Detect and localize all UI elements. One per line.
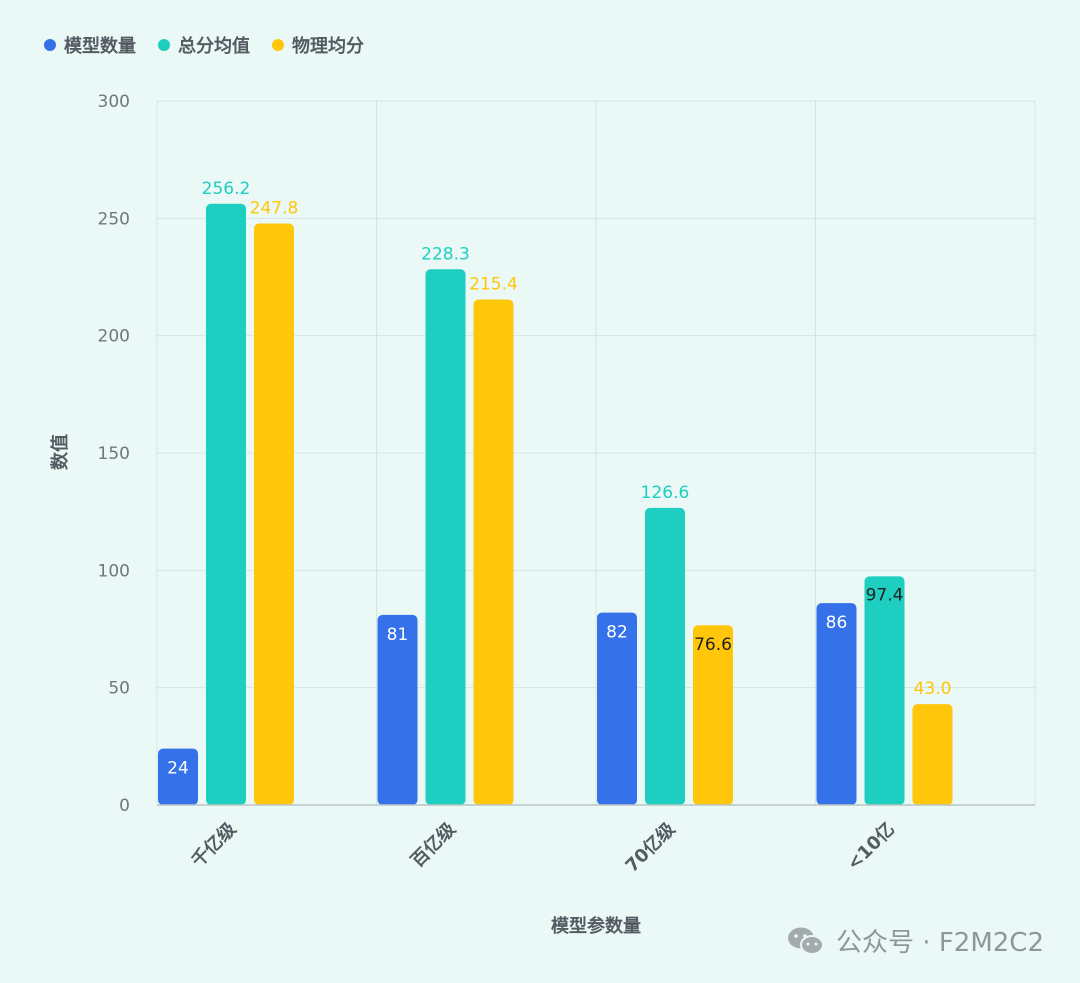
data-label-3-2: 43.0 bbox=[914, 679, 952, 699]
y-tick-label: 100 bbox=[98, 561, 130, 581]
legend-swatch-model-count bbox=[44, 39, 56, 51]
y-tick-label: 150 bbox=[98, 444, 130, 464]
bar-2-1[interactable] bbox=[645, 507, 685, 805]
x-tick-label-0: 千亿级 bbox=[187, 817, 241, 871]
bars bbox=[158, 203, 953, 806]
data-label-3-0: 86 bbox=[826, 613, 848, 633]
bar-0-0[interactable] bbox=[158, 748, 198, 805]
data-label-2-0: 82 bbox=[606, 623, 628, 643]
data-label-0-2: 247.8 bbox=[250, 198, 299, 218]
bar-2-0[interactable] bbox=[597, 612, 637, 805]
y-tick-label: 50 bbox=[108, 679, 130, 699]
bar-2-2[interactable] bbox=[693, 625, 733, 805]
y-tick-label: 250 bbox=[98, 209, 130, 229]
data-label-1-2: 215.4 bbox=[469, 275, 518, 295]
legend-item-physics-mean[interactable]: 物理均分 bbox=[272, 32, 364, 58]
wechat-icon bbox=[788, 927, 825, 955]
legend-swatch-physics-mean bbox=[272, 39, 284, 51]
bar-3-1[interactable] bbox=[864, 576, 905, 805]
y-tick-label: 300 bbox=[98, 92, 130, 112]
data-label-0-0: 24 bbox=[167, 759, 189, 779]
legend-label-model-count: 模型数量 bbox=[64, 36, 136, 57]
data-label-2-2: 76.6 bbox=[694, 635, 732, 655]
y-tick-label: 0 bbox=[119, 796, 130, 816]
x-axis-label: 模型参数量 bbox=[551, 915, 641, 937]
bar-3-0[interactable] bbox=[816, 603, 857, 805]
legend-item-model-count[interactable]: 模型数量 bbox=[44, 32, 136, 58]
y-axis-label: 数值 bbox=[49, 434, 71, 470]
legend-label-total-mean: 总分均值 bbox=[178, 36, 250, 57]
x-tick-label-1: 百亿级 bbox=[406, 817, 460, 871]
data-label-3-1: 97.4 bbox=[866, 585, 904, 605]
legend-swatch-total-mean bbox=[158, 39, 170, 51]
data-label-0-1: 256.2 bbox=[202, 179, 251, 199]
bar-1-2[interactable] bbox=[473, 299, 514, 805]
x-tick-label-2: 70亿级 bbox=[621, 817, 680, 876]
bar-3-2[interactable] bbox=[912, 704, 953, 805]
watermark-text: 公众号 · F2M2C2 bbox=[836, 928, 1044, 958]
data-label-1-0: 81 bbox=[387, 625, 409, 645]
x-tick-label-3: <10亿 bbox=[842, 818, 899, 875]
legend: 模型数量 总分均值 物理均分 bbox=[44, 32, 364, 58]
data-label-1-1: 228.3 bbox=[421, 244, 470, 264]
data-label-2-1: 126.6 bbox=[641, 483, 690, 503]
y-tick-label: 200 bbox=[98, 327, 130, 347]
bar-1-1[interactable] bbox=[425, 269, 466, 806]
bar-1-0[interactable] bbox=[377, 614, 418, 805]
bar-0-1[interactable] bbox=[206, 203, 246, 805]
watermark: 公众号 · F2M2C2 bbox=[786, 922, 1044, 959]
legend-label-physics-mean: 物理均分 bbox=[292, 36, 364, 57]
legend-item-total-mean[interactable]: 总分均值 bbox=[158, 32, 250, 58]
bar-0-2[interactable] bbox=[254, 223, 294, 806]
